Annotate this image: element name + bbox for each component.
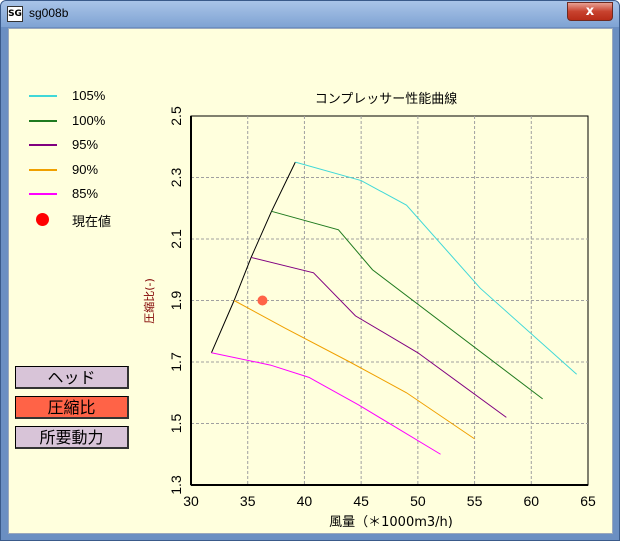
legend-item-85: 85% [29, 184, 149, 209]
series-line-90 [233, 300, 475, 440]
legend-swatch-105 [29, 95, 57, 97]
legend-item-105: 105% [29, 86, 149, 111]
legend-label-95: 95% [72, 137, 99, 153]
chart-legend: 105% 100% 95% 90% 85% 現在値 [29, 86, 149, 234]
chart-title: コンプレッサー性能曲線 [315, 91, 458, 107]
surge-line [210, 161, 296, 353]
series-line-100 [271, 210, 543, 400]
x-tick-label: 45 [353, 493, 369, 509]
window-title: sg008b [29, 6, 69, 20]
legend-label-100: 100% [72, 112, 106, 128]
legend-swatch-85 [29, 193, 57, 196]
legend-label-current: 現在値 [72, 213, 112, 229]
required-power-button[interactable]: 所要動力 [15, 426, 129, 449]
legend-label-105: 105% [72, 88, 106, 103]
series-line-85 [211, 352, 441, 455]
head-button[interactable]: ヘッド [15, 366, 129, 389]
y-tick-label: 2.3 [168, 168, 184, 188]
x-tick-label: 35 [240, 493, 256, 509]
legend-item-100: 100% [29, 111, 149, 136]
x-tick-label: 55 [467, 493, 483, 509]
x-tick-label: 60 [523, 493, 539, 509]
close-button[interactable]: x [567, 2, 613, 21]
y-tick-label: 1.9 [168, 291, 184, 311]
y-axis-label: 圧縮比(-) [142, 278, 156, 324]
legend-swatch-90 [29, 168, 57, 171]
legend-label-90: 90% [72, 161, 99, 177]
legend-swatch-95 [29, 144, 57, 147]
x-axis-label: 風量（＊1000m3/h) [329, 515, 453, 530]
client-area [8, 28, 613, 534]
series-line-95 [250, 256, 507, 418]
legend-swatch-100 [29, 119, 57, 122]
current-point-marker [257, 295, 268, 306]
y-tick-label: 1.7 [168, 352, 184, 372]
y-tick-label: 1.3 [168, 475, 184, 495]
x-tick-label: 30 [183, 493, 199, 509]
legend-label-85: 85% [72, 186, 99, 202]
x-tick-label: 65 [580, 493, 596, 509]
series-line-105 [295, 161, 577, 375]
y-tick-label: 2.5 [168, 106, 184, 126]
legend-item-90: 90% [29, 160, 149, 185]
x-tick-label: 50 [410, 493, 426, 509]
app-icon[interactable]: SG [7, 6, 23, 22]
x-tick-label: 40 [297, 493, 313, 509]
legend-item-current: 現在値 [29, 209, 149, 234]
y-tick-label: 1.5 [168, 414, 184, 434]
legend-dot-current [36, 212, 49, 226]
y-tick-label: 2.1 [168, 229, 184, 249]
legend-item-95: 95% [29, 135, 149, 160]
compression-ratio-button[interactable]: 圧縮比 [15, 396, 129, 419]
title-bar[interactable]: SG sg008b x [1, 1, 619, 27]
